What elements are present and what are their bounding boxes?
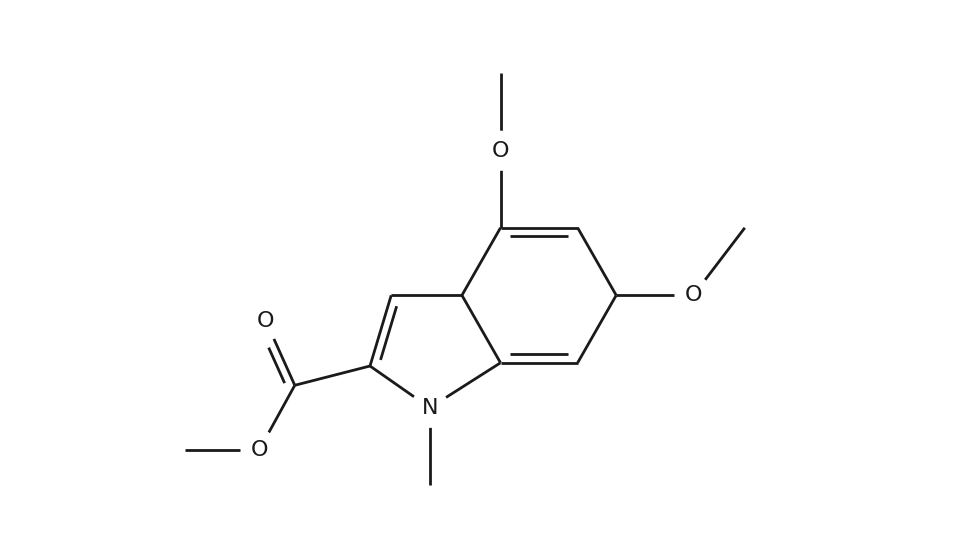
Text: O: O xyxy=(250,439,269,460)
Text: N: N xyxy=(422,398,438,418)
Ellipse shape xyxy=(412,389,447,427)
Ellipse shape xyxy=(242,431,277,469)
Ellipse shape xyxy=(676,276,711,315)
Ellipse shape xyxy=(483,131,518,170)
Ellipse shape xyxy=(249,302,284,340)
Text: O: O xyxy=(491,141,510,161)
Text: O: O xyxy=(257,311,274,331)
Text: O: O xyxy=(684,285,702,305)
